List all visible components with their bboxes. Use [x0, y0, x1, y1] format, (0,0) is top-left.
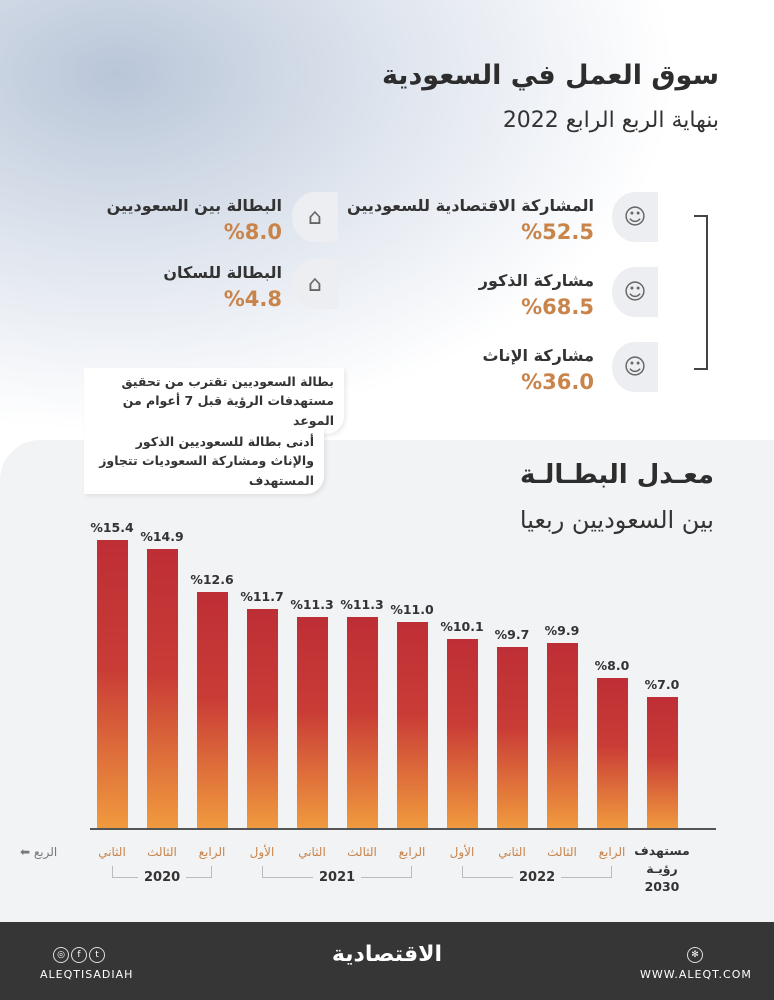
year-label: 2020 [138, 870, 187, 885]
stat-label: مشاركة الإناث [482, 346, 594, 365]
woman-icon: ☺ [612, 342, 658, 392]
x-tick-label: الثالث [147, 845, 177, 859]
stat-label: مشاركة الذكور [478, 271, 594, 290]
bar [547, 642, 578, 828]
chart-title: معـدل البطـالـة [520, 460, 714, 490]
bar-value-label: %11.3 [340, 596, 384, 612]
x-tick-label: الرابع [598, 845, 626, 859]
x-tick-label: الثاني [298, 845, 326, 859]
chart-subtitle: بين السعوديين ربعيا [519, 506, 714, 534]
social-handle[interactable]: ALEQTISADIAH [40, 968, 134, 981]
year-label: 2022 [513, 870, 562, 885]
bar-value-label: %11.3 [290, 596, 334, 612]
bar [97, 540, 128, 828]
bar [347, 616, 378, 828]
x-tick-label: الأول [449, 845, 475, 859]
bar-value-label: %14.9 [140, 529, 184, 545]
bar [197, 592, 228, 828]
bar [597, 678, 628, 828]
bar-value-label: %11.0 [390, 602, 434, 618]
bar-value-label: %9.7 [494, 626, 530, 642]
page-subtitle: بنهاية الربع الرابع 2022 [502, 108, 719, 133]
note-2: أدنى بطالة للسعوديين الذكور والإناث ومشا… [84, 428, 324, 495]
bar-value-label: %9.9 [544, 622, 580, 638]
bar [297, 616, 328, 828]
bar-value-label: %11.7 [240, 589, 284, 605]
bar-value-label: %8.0 [594, 658, 630, 674]
bar-value-label: %12.6 [190, 572, 234, 588]
bar [247, 609, 278, 828]
twitter-icon[interactable]: t [89, 947, 105, 963]
bar [447, 639, 478, 828]
bar [147, 549, 178, 828]
target-label: رؤيـة [646, 861, 678, 876]
x-tick-label: الرابع [198, 845, 226, 859]
stat-value: %36.0 [521, 370, 594, 394]
saudi-man-icon: ☺ [612, 192, 658, 242]
bar [647, 697, 678, 828]
chart-panel [0, 440, 774, 922]
x-tick-label: الثاني [498, 845, 526, 859]
facebook-icon[interactable]: f [71, 947, 87, 963]
x-tick-label: الرابع [398, 845, 426, 859]
bar-value-label: %10.1 [440, 619, 484, 635]
footer: ◎ f t ALEQTISADIAH الاقتصادية ✻ WWW.ALEQT.… [0, 922, 774, 1000]
year-label: 2021 [313, 870, 362, 885]
x-tick-label: الثالث [347, 845, 377, 859]
stat-value: %52.5 [521, 220, 594, 244]
x-tick-label: الأول [249, 845, 275, 859]
x-tick-label: الثالث [547, 845, 577, 859]
saudi-map-icon: ⌂ [292, 192, 338, 242]
bar [397, 622, 428, 828]
website-icon: ✻ [686, 942, 704, 963]
bar [497, 646, 528, 828]
stats-bracket [694, 215, 708, 370]
bar-value-label: %15.4 [90, 520, 134, 536]
target-label: مستهدف [634, 843, 690, 858]
bar-value-label: %7.0 [644, 677, 680, 693]
x-tick-label: الثاني [98, 845, 126, 859]
chart-baseline [90, 828, 716, 830]
house-map-icon: ⌂ [292, 259, 338, 309]
instagram-icon[interactable]: ◎ [53, 947, 69, 963]
stat-value: %68.5 [521, 295, 594, 319]
stat-value: %4.8 [223, 287, 282, 311]
x-axis-label: الربع ⬅ [20, 845, 58, 859]
stat-label: المشاركة الاقتصادية للسعوديين [347, 196, 594, 215]
page-title: سوق العمل في السعودية [381, 60, 719, 91]
target-label: 2030 [644, 879, 680, 894]
man-icon: ☺ [612, 267, 658, 317]
stat-value: %8.0 [223, 220, 282, 244]
stat-label: البطالة بين السعوديين [106, 196, 282, 215]
stat-label: البطالة للسكان [163, 263, 282, 282]
logo: الاقتصادية [331, 942, 443, 967]
website-link[interactable]: WWW.ALEQT.COM [640, 968, 752, 981]
note-1: بطالة السعوديين تقترب من تحقيق مستهدفات … [84, 368, 344, 435]
social-icons: ◎ f t [52, 942, 106, 963]
